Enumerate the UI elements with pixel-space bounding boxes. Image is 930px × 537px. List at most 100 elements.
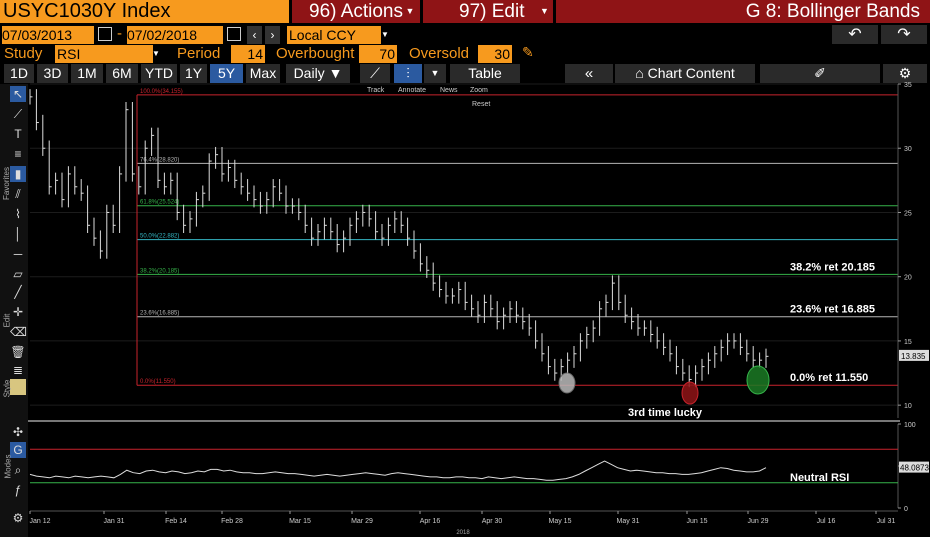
price-tick-label: 15 <box>904 339 912 346</box>
actions-menu[interactable]: 96) Actions <box>292 0 420 23</box>
oversold-label: Oversold <box>409 45 470 62</box>
study-select[interactable]: RSI <box>55 45 153 63</box>
actions-dropdown-icon[interactable]: ▼ <box>405 6 415 16</box>
vertical-line-icon[interactable]: │ <box>14 227 22 241</box>
price-tick-label: 30 <box>904 146 912 153</box>
pencil-icon[interactable]: ✎ <box>522 44 534 60</box>
fib-label: 23.6%(16.885) <box>140 311 179 317</box>
currency-select[interactable]: Local CCY <box>287 26 381 44</box>
style-side-label: Style <box>2 379 12 398</box>
range-button-5y[interactable]: 5Y <box>210 64 243 83</box>
left-toolbar: ↖ ⟋ T ≡ ▮ ⫽ ⌇ │ ─ ▱ ╱ ✛ ⌫ 🗑 ≣ ✣ G ⌕ ƒ ⚙ … <box>0 84 28 537</box>
edit-menu[interactable]: 97) Edit <box>423 0 553 23</box>
range-button-1y[interactable]: 1Y <box>180 64 207 83</box>
low-marker <box>681 381 699 405</box>
line-style-icon[interactable]: ≣ <box>12 363 24 377</box>
trash-icon[interactable]: 🗑 <box>10 345 26 359</box>
study-label: Study <box>4 45 43 62</box>
range-button-ytd[interactable]: YTD <box>141 64 177 83</box>
x-tick-label: Apr 30 <box>482 518 503 525</box>
pointer-icon[interactable]: ↖ <box>10 86 26 102</box>
overbought-input[interactable]: 70 <box>359 45 397 63</box>
x-tick-label: Jun 29 <box>747 518 768 525</box>
chart-type-dropdown-icon[interactable]: ▼ <box>424 64 446 83</box>
end-calendar-icon[interactable] <box>227 27 241 41</box>
chart-content-button[interactable]: ⌂ Chart Content <box>615 64 755 83</box>
brush-icon[interactable]: ⌇ <box>15 207 21 221</box>
favorites-side-label: Favorites <box>1 167 11 200</box>
edit-dropdown-icon[interactable]: ▼ <box>540 6 549 16</box>
fib-label: 38.2%(20.185) <box>140 268 179 274</box>
range-button-6m[interactable]: 6M <box>106 64 138 83</box>
mode-icon[interactable]: G <box>10 442 26 458</box>
range-button-1d[interactable]: 1D <box>4 64 34 83</box>
x-tick-label: Mar 15 <box>289 518 311 525</box>
end-date-input[interactable]: 07/02/2018 <box>127 26 223 44</box>
x-tick-label: Jul 31 <box>877 518 896 525</box>
range-button-1m[interactable]: 1M <box>71 64 103 83</box>
annotation-label: Neutral RSI <box>790 472 849 484</box>
move-icon[interactable]: ✛ <box>12 305 24 319</box>
x-axis-year-label: 2018 <box>456 530 470 536</box>
fx-icon[interactable]: ƒ <box>14 483 22 497</box>
crosshair-icon[interactable]: ✣ <box>12 425 24 439</box>
edit-chart-icon[interactable]: ✐ <box>760 64 880 83</box>
annotation-label: 23.6% ret 16.885 <box>790 304 875 316</box>
redo-button[interactable]: ↷ <box>881 25 927 44</box>
range-button-3d[interactable]: 3D <box>37 64 68 83</box>
ruler-icon[interactable]: ▱ <box>13 267 23 281</box>
annotate-button[interactable]: Annotate <box>398 87 426 94</box>
color-icon[interactable] <box>10 379 26 395</box>
chart-content-label: Chart Content <box>647 65 735 81</box>
horizontal-line-icon[interactable]: ─ <box>13 247 23 261</box>
fib-icon[interactable]: ≡ <box>14 147 22 161</box>
rsi-last-label: 48.0873 <box>900 464 929 473</box>
modes-side-label: Modes <box>3 454 13 479</box>
erase-icon[interactable]: ⌫ <box>10 325 27 339</box>
security-title[interactable]: USYC1030Y Index <box>0 0 289 23</box>
frequency-select[interactable]: Daily ▼ <box>286 64 350 83</box>
chart-type-icon[interactable]: ⫶ <box>394 64 422 83</box>
collapse-icon[interactable]: « <box>565 64 613 83</box>
range-button-max[interactable]: Max <box>246 64 280 83</box>
start-date-input[interactable]: 07/03/2013 <box>2 26 94 44</box>
x-tick-label: Feb 14 <box>165 518 187 525</box>
tools-icon[interactable]: ⌕ <box>14 463 22 477</box>
bar-icon[interactable]: ▮ <box>10 166 26 182</box>
start-calendar-icon[interactable] <box>98 27 112 41</box>
study-dropdown-icon[interactable]: ▼ <box>152 49 160 58</box>
price-tick-label: 10 <box>904 403 912 410</box>
draw-line-icon[interactable]: ╱ <box>14 285 22 299</box>
channel-icon[interactable]: ⫽ <box>15 187 21 201</box>
trendline-icon[interactable]: ⟋ <box>13 107 23 121</box>
x-tick-label: Apr 16 <box>420 518 441 525</box>
oversold-input[interactable]: 30 <box>478 45 512 63</box>
prev-period-button[interactable]: ‹ <box>247 26 262 44</box>
price-tick-label: 35 <box>904 82 912 89</box>
function-title: G 8: Bollinger Bands <box>556 0 930 23</box>
undo-button[interactable]: ↶ <box>832 25 878 44</box>
news-button[interactable]: News <box>440 87 458 94</box>
next-period-button[interactable]: › <box>265 26 280 44</box>
zoom-button[interactable]: Zoom <box>470 87 488 94</box>
reset-button[interactable]: Reset <box>472 101 490 108</box>
low-marker <box>558 372 576 394</box>
table-button[interactable]: Table <box>450 64 520 83</box>
last-price-box <box>899 349 929 361</box>
last-price-label: 13.835 <box>901 352 926 361</box>
annotation-label: 38.2% ret 20.185 <box>790 261 875 273</box>
rsi-last-box <box>899 461 929 473</box>
period-input[interactable]: 14 <box>231 45 265 63</box>
track-button[interactable]: Track <box>367 87 385 94</box>
date-separator: - <box>117 25 122 42</box>
period-label: Period <box>177 45 221 62</box>
price-tick-label: 20 <box>904 275 912 282</box>
currency-dropdown-icon[interactable]: ▼ <box>381 30 389 39</box>
x-tick-label: Jan 31 <box>103 518 124 525</box>
settings-gear-icon[interactable]: ⚙ <box>883 64 927 83</box>
line-chart-icon[interactable]: ⟋ <box>360 64 390 83</box>
config-gear-icon[interactable]: ⚙ <box>12 511 24 525</box>
rsi-tick-label: 50 <box>904 464 912 471</box>
text-icon[interactable]: T <box>14 127 22 141</box>
frequency-label: Daily <box>293 65 325 81</box>
